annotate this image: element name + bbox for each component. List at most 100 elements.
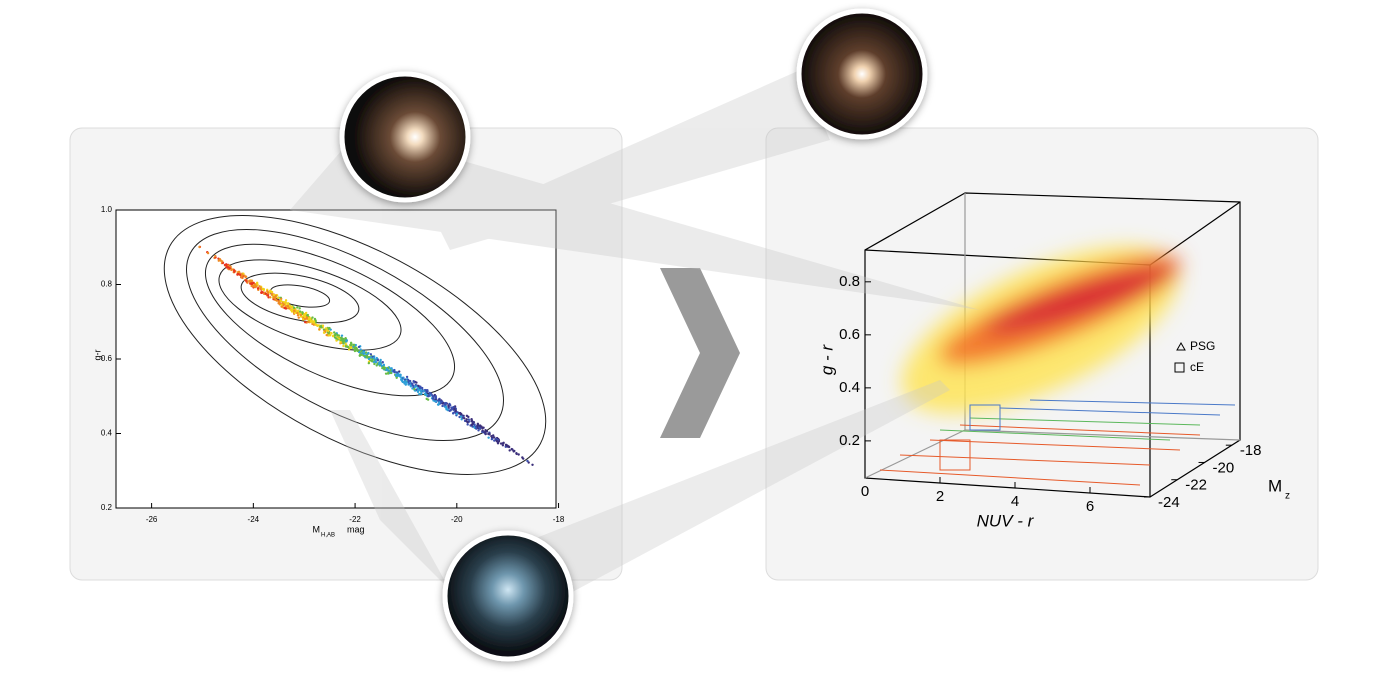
decor-dot [484, 429, 487, 432]
arrow [660, 268, 740, 438]
decor-dot [349, 346, 352, 349]
decor-dot [373, 362, 376, 366]
decor-dot [369, 356, 373, 359]
decor-dot [453, 407, 456, 410]
decor-dot [450, 406, 453, 409]
decor-dot [280, 305, 283, 308]
decor-dot [298, 307, 301, 310]
decor-dot [259, 287, 263, 291]
decor-dot [301, 311, 304, 314]
decor-dot [487, 436, 490, 439]
decor-dot [214, 254, 217, 258]
decor-dot [510, 447, 513, 451]
decor-dot [389, 371, 393, 375]
decor-dot [448, 409, 451, 412]
decor-dot [284, 299, 288, 302]
decor-dot [304, 321, 307, 324]
decor-dot [342, 338, 345, 341]
decor-dot [296, 311, 299, 315]
decor-dot [403, 380, 407, 383]
decor-dot [282, 303, 286, 306]
y-tick-label: 1.0 [101, 205, 113, 214]
left-plot-area [115, 209, 557, 509]
decor-dot [419, 389, 423, 393]
decor-dot [252, 285, 256, 288]
decor-dot [405, 381, 408, 384]
decor-dot [376, 359, 380, 362]
decor-dot [470, 420, 474, 423]
decor-dot [441, 404, 444, 408]
decor-dot [286, 304, 289, 308]
decor-dot [465, 419, 468, 423]
decor-dot [447, 405, 450, 408]
x-label: M [313, 524, 321, 534]
decor-dot [531, 463, 534, 466]
decor-dot [293, 309, 296, 312]
decor-dot [237, 270, 241, 273]
decor-dot [379, 363, 382, 366]
decor-dot [413, 381, 416, 384]
decor-dot [298, 310, 302, 313]
decor-dot [470, 418, 473, 421]
galaxy-images [339, 8, 928, 662]
decor-dot [244, 279, 248, 282]
decor-dot [362, 352, 366, 356]
decor-dot [244, 275, 247, 279]
decor-dot [467, 415, 470, 419]
decor-dot [465, 418, 468, 421]
decor-dot [365, 354, 369, 358]
decor-dot [512, 450, 515, 453]
decor-dot [327, 327, 330, 330]
decor-dot [409, 383, 412, 386]
decor-dot [342, 341, 345, 345]
decor-dot [411, 387, 414, 390]
decor-dot [425, 397, 428, 401]
decor-dot [481, 429, 484, 432]
decor-dot [206, 251, 210, 255]
y-tick-label: 0.6 [839, 326, 860, 343]
decor-dot [276, 296, 280, 300]
decor-dot [297, 316, 300, 319]
decor-dot [459, 415, 463, 418]
decor-dot [425, 391, 428, 394]
x-tick-label: -26 [146, 515, 158, 524]
histogram-decor [879, 399, 1236, 486]
decor-dot [458, 411, 462, 415]
decor-dot [483, 431, 486, 434]
x-tick-label: -24 [248, 515, 260, 524]
decor-dot [493, 439, 496, 442]
decor-dot [352, 343, 356, 347]
y-tick-label: 0.2 [839, 432, 860, 449]
decor-dot [434, 395, 437, 398]
scatter-decor [163, 215, 547, 475]
legend-marker [1176, 341, 1186, 351]
x-tick-label: 4 [1011, 493, 1019, 510]
decor-dot [339, 336, 343, 340]
y-label: g-r [92, 349, 102, 360]
decor-dot [416, 389, 420, 392]
decor-dot [386, 372, 390, 375]
decor-dot [384, 372, 388, 375]
decor-dot [355, 348, 359, 351]
z-tick-label: -20 [1213, 459, 1235, 476]
decor-dot [362, 350, 365, 353]
decor-dot [493, 436, 496, 439]
decor-dot [495, 439, 499, 443]
decor-dot [322, 331, 326, 334]
y-tick-label: 0.4 [839, 379, 860, 396]
decor-dot [307, 320, 310, 324]
decor-dot [353, 346, 356, 350]
decor-dot [434, 396, 438, 400]
decor-dot [240, 275, 243, 279]
decor-dot [267, 296, 270, 299]
y-label: g - r [817, 344, 836, 376]
decor-dot [266, 290, 269, 293]
decor-dot [403, 378, 407, 381]
decor-dot [395, 371, 399, 374]
decor-dot [375, 356, 378, 360]
decor-dot [421, 386, 424, 390]
decor-dot [262, 288, 266, 292]
legend-label: PSG [1190, 339, 1215, 353]
decor-dot [436, 403, 440, 406]
decor-dot [488, 432, 491, 435]
